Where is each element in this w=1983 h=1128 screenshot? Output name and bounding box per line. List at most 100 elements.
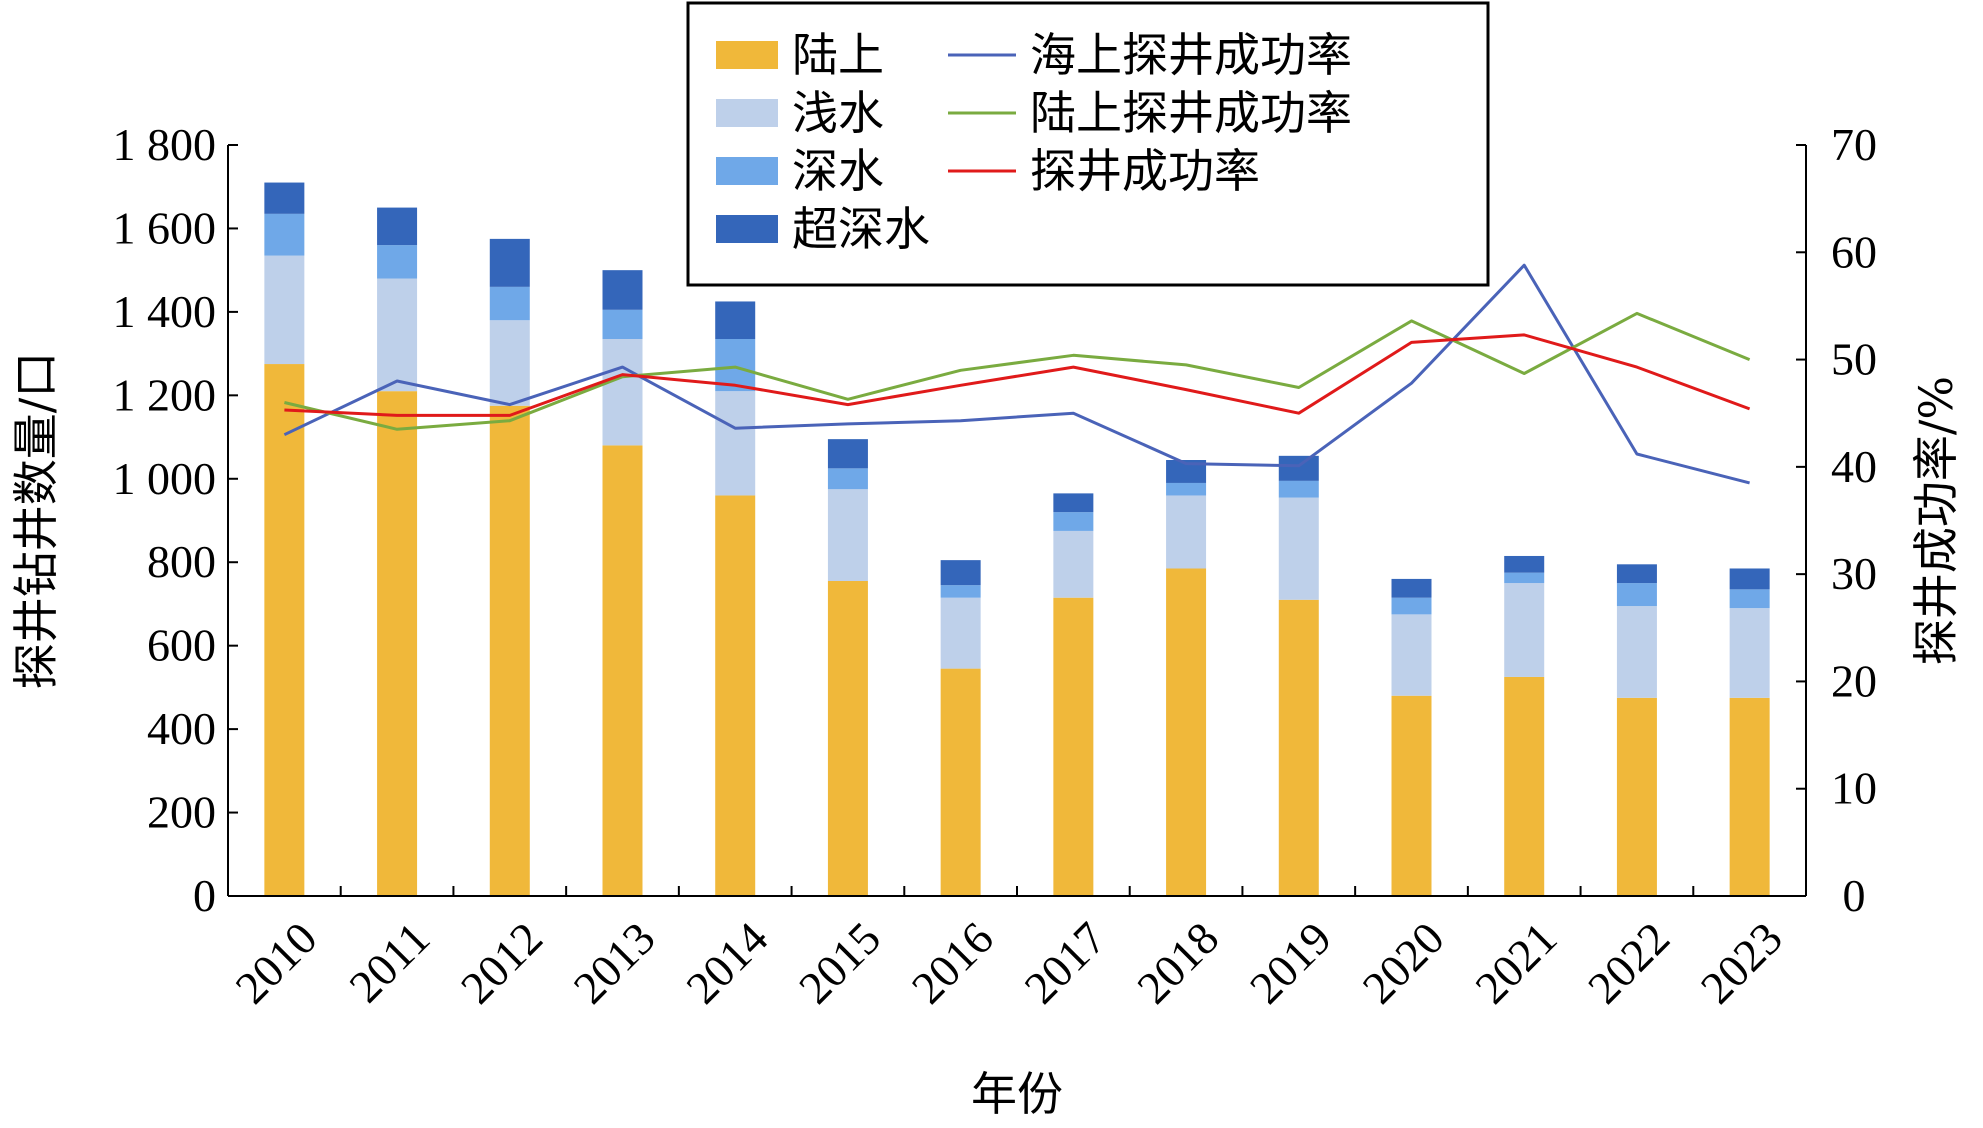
x-tick-labels: 2010 2011 2012 2013 2014 2015 2016 2017 2018 2019… bbox=[226, 912, 1792, 1013]
bar-2021-series-3 bbox=[1504, 555, 1545, 573]
bar-2017-series-1 bbox=[1053, 530, 1094, 598]
y-right-tick-label-1: 10 bbox=[1831, 763, 1877, 814]
x-tick-label-2020: 2020 bbox=[1353, 912, 1454, 1013]
bar-2018-series-2 bbox=[1166, 482, 1207, 496]
bar-2011-series-3 bbox=[377, 207, 418, 246]
bar-2021-series-2 bbox=[1504, 572, 1545, 584]
legend-swatch-3 bbox=[716, 215, 778, 243]
bar-2014-series-3 bbox=[715, 301, 756, 340]
bar-2020-series-1 bbox=[1391, 614, 1432, 696]
bar-2023-series-1 bbox=[1729, 608, 1770, 698]
bar-2013-series-1 bbox=[602, 339, 643, 446]
bar-2012-series-2 bbox=[489, 286, 530, 321]
bar-2020-series-3 bbox=[1391, 578, 1432, 598]
x-tick-label-2023: 2023 bbox=[1691, 912, 1792, 1013]
bar-2021-series-1 bbox=[1504, 583, 1545, 677]
x-tick-label-2022: 2022 bbox=[1578, 912, 1679, 1013]
bar-2011-series-0 bbox=[377, 391, 418, 896]
legend-line-label-2: 探井成功率 bbox=[1030, 144, 1260, 198]
line-series-2 bbox=[284, 333, 1751, 417]
y-tick-label-9: 1 800 bbox=[113, 119, 217, 170]
bar-2023-series-2 bbox=[1729, 589, 1770, 609]
bar-2023-series-3 bbox=[1729, 568, 1770, 590]
bar-2018-series-1 bbox=[1166, 495, 1207, 569]
bar-2016-series-3 bbox=[940, 560, 981, 586]
bar-2013-series-2 bbox=[602, 309, 643, 340]
bar-2016-series-0 bbox=[940, 668, 981, 896]
lines-layer bbox=[283, 263, 1751, 485]
line-series-0 bbox=[283, 263, 1750, 485]
bar-2010-series-1 bbox=[264, 255, 305, 365]
y-tick-label-2: 400 bbox=[147, 703, 216, 754]
bar-2020-series-0 bbox=[1391, 695, 1432, 896]
bar-2022-series-0 bbox=[1616, 697, 1657, 896]
y-tick-label-0: 0 bbox=[193, 870, 216, 921]
x-tick-label-2018: 2018 bbox=[1127, 912, 1228, 1013]
bar-2016-series-2 bbox=[940, 585, 981, 598]
axes-layer bbox=[227, 144, 1807, 897]
bar-2010-series-2 bbox=[264, 213, 305, 256]
bar-2022-series-2 bbox=[1616, 583, 1657, 607]
y-tick-label-8: 1 600 bbox=[113, 202, 217, 253]
bar-2011-series-1 bbox=[377, 278, 418, 392]
legend-label-3: 超深水 bbox=[792, 202, 930, 256]
bar-2013-series-3 bbox=[602, 270, 643, 310]
bar-2017-series-0 bbox=[1053, 597, 1094, 896]
legend-swatch-0 bbox=[716, 41, 778, 69]
x-tick-label-2019: 2019 bbox=[1240, 912, 1341, 1013]
x-tick-label-2015: 2015 bbox=[789, 912, 890, 1013]
y-right-tick-label-4: 40 bbox=[1831, 441, 1877, 492]
bar-2017-series-3 bbox=[1053, 493, 1094, 513]
bar-2023-series-0 bbox=[1729, 697, 1770, 896]
bar-2010-series-3 bbox=[264, 182, 305, 214]
x-tick-label-2013: 2013 bbox=[564, 912, 665, 1013]
bar-2015-series-1 bbox=[827, 489, 868, 581]
bar-2019-series-2 bbox=[1278, 480, 1319, 498]
y-right-tick-label-5: 50 bbox=[1831, 334, 1877, 385]
bar-2018-series-3 bbox=[1166, 460, 1207, 483]
y-right-tick-labels: 0 10 20 30 40 50 60 70 bbox=[1831, 119, 1877, 921]
bar-2020-series-2 bbox=[1391, 597, 1432, 615]
x-axis-title: 年份 bbox=[971, 1067, 1063, 1121]
bar-2021-series-0 bbox=[1504, 676, 1545, 896]
y-right-tick-label-6: 60 bbox=[1831, 226, 1877, 277]
bar-2014-series-2 bbox=[715, 339, 756, 392]
bar-2012-series-1 bbox=[489, 320, 530, 406]
bar-2019-series-0 bbox=[1278, 599, 1319, 896]
legend-line-label-0: 海上探井成功率 bbox=[1030, 28, 1352, 82]
y-tick-label-1: 200 bbox=[147, 787, 216, 838]
bar-2015-series-2 bbox=[827, 468, 868, 490]
bar-2019-series-1 bbox=[1278, 497, 1319, 600]
y-right-tick-label-0: 0 bbox=[1843, 870, 1866, 921]
bars-layer bbox=[264, 182, 1770, 897]
bar-2011-series-2 bbox=[377, 245, 418, 279]
y-tick-label-4: 800 bbox=[147, 536, 216, 587]
x-tick-label-2016: 2016 bbox=[902, 912, 1003, 1013]
y-right-tick-label-3: 30 bbox=[1831, 548, 1877, 599]
y-right-tick-label-7: 70 bbox=[1831, 119, 1877, 170]
x-tick-label-2021: 2021 bbox=[1465, 912, 1566, 1013]
bar-2014-series-1 bbox=[715, 391, 756, 496]
legend-box bbox=[686, 1, 1490, 287]
bar-2012-series-0 bbox=[489, 405, 530, 896]
bar-2015-series-0 bbox=[827, 580, 868, 896]
x-tick-label-2014: 2014 bbox=[676, 912, 777, 1013]
bar-2012-series-3 bbox=[489, 238, 530, 287]
legend-swatch-1 bbox=[716, 99, 778, 127]
bar-2022-series-3 bbox=[1616, 564, 1657, 584]
x-tick-label-2011: 2011 bbox=[339, 912, 439, 1012]
y-tick-label-3: 600 bbox=[147, 620, 216, 671]
bar-2018-series-0 bbox=[1166, 568, 1207, 896]
bar-2022-series-1 bbox=[1616, 606, 1657, 698]
legend-swatch-2 bbox=[716, 157, 778, 185]
y-right-axis-title: 探井成功率/% bbox=[1909, 376, 1963, 665]
bar-2019-series-3 bbox=[1278, 455, 1319, 481]
legend-label-1: 浅水 bbox=[792, 86, 884, 140]
y-tick-label-5: 1 000 bbox=[113, 453, 217, 504]
legend-line-label-1: 陆上探井成功率 bbox=[1030, 86, 1352, 140]
legend-label-2: 深水 bbox=[792, 144, 884, 198]
bar-2014-series-0 bbox=[715, 495, 756, 896]
legend-label-0: 陆上 bbox=[792, 28, 884, 82]
